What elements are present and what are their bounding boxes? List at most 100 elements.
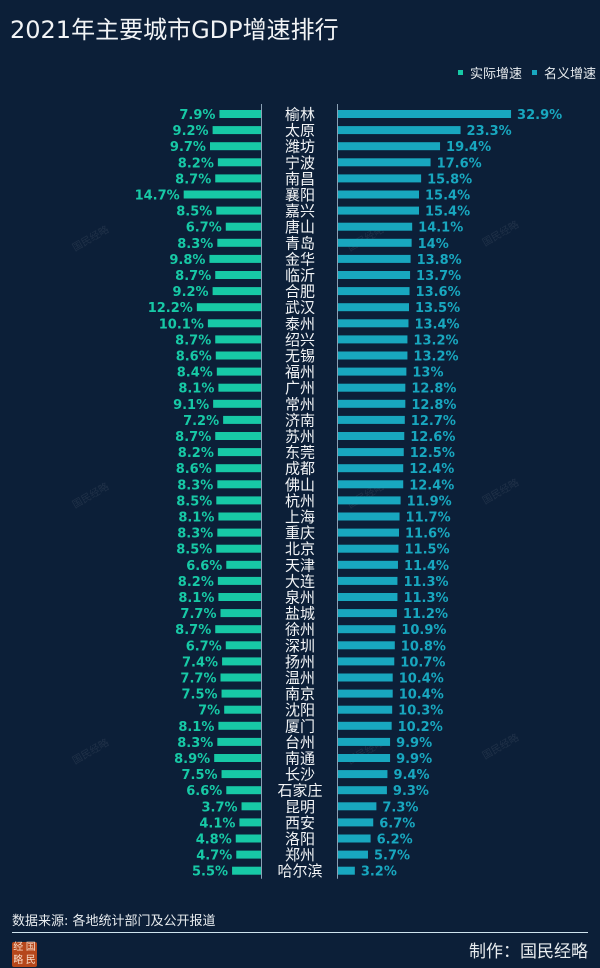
bar-real <box>215 335 261 344</box>
data-label-real: 8.7% <box>175 623 211 638</box>
bar-nominal <box>338 254 411 263</box>
data-label-nominal: 6.7% <box>379 816 415 831</box>
category-label: 东莞 <box>285 444 315 462</box>
bar-real <box>225 641 261 650</box>
bar-real <box>213 399 261 408</box>
bar-nominal <box>338 641 395 650</box>
bar-nominal <box>338 818 374 827</box>
data-label-real: 9.1% <box>173 398 209 413</box>
bar-real <box>217 528 261 537</box>
data-label-real: 7.9% <box>179 108 215 123</box>
bar-nominal <box>338 480 404 489</box>
bar-nominal <box>338 866 355 875</box>
bar-real <box>215 351 261 360</box>
data-label-nominal: 11.5% <box>404 543 449 558</box>
data-label-real: 8.2% <box>178 156 214 171</box>
data-label-real: 7% <box>198 704 220 719</box>
bar-real <box>221 689 261 698</box>
category-label: 重庆 <box>285 524 315 542</box>
legend-label-real: 实际增速 <box>469 67 522 82</box>
seal-char: 略 <box>13 954 24 966</box>
data-label-real: 8.7% <box>175 172 211 187</box>
data-label-real: 7.4% <box>182 655 218 670</box>
category-label: 盐城 <box>285 605 315 623</box>
category-label: 成都 <box>285 460 315 478</box>
bar-nominal <box>338 657 395 666</box>
bar-real <box>215 464 261 473</box>
bar-nominal <box>338 689 393 698</box>
bar-nominal <box>338 576 398 585</box>
bar-real <box>218 593 261 601</box>
data-label-nominal: 10.4% <box>399 672 444 687</box>
data-label-real: 8.2% <box>178 446 214 461</box>
bar-real <box>217 238 261 247</box>
data-label-real: 8.6% <box>176 350 212 365</box>
bar-real <box>223 415 261 424</box>
category-label: 南昌 <box>285 170 315 188</box>
data-label-nominal: 13% <box>412 366 443 381</box>
bar-nominal <box>338 528 400 537</box>
bar-nominal <box>338 625 396 634</box>
bar-nominal <box>338 415 405 424</box>
bar-nominal <box>338 238 412 247</box>
data-label-nominal: 13.7% <box>416 269 461 284</box>
data-label-nominal: 12.8% <box>411 398 456 413</box>
data-label-real: 4.1% <box>199 816 235 831</box>
category-label: 长沙 <box>285 766 315 784</box>
data-label-real: 8.2% <box>178 575 214 590</box>
data-label-nominal: 11.6% <box>405 527 450 542</box>
category-label: 临沂 <box>285 267 315 285</box>
data-label-real: 8.1% <box>178 720 214 735</box>
bar-real <box>212 126 261 135</box>
bar-real <box>218 383 261 392</box>
data-label-real: 8.3% <box>177 478 213 493</box>
data-label-nominal: 19.4% <box>446 140 491 155</box>
category-label: 厦门 <box>285 717 315 735</box>
data-label-nominal: 9.9% <box>396 736 432 751</box>
data-label-real: 8.3% <box>177 527 213 542</box>
data-label-nominal: 10.8% <box>401 639 446 654</box>
category-label: 温州 <box>285 669 315 687</box>
data-label-real: 8.5% <box>176 494 212 509</box>
bar-nominal <box>338 287 410 296</box>
chart-title: 2021年主要城市GDP增速排行 <box>10 16 339 44</box>
data-label-nominal: 13.6% <box>416 285 461 300</box>
bar-nominal <box>338 593 398 601</box>
data-label-nominal: 10.9% <box>401 623 446 638</box>
data-source: 数据来源: 各地统计部门及公开报道 <box>12 914 216 929</box>
category-label: 天津 <box>285 556 315 574</box>
bar-nominal <box>338 544 399 553</box>
bar-real <box>216 544 261 553</box>
data-label-real: 7.5% <box>181 768 217 783</box>
bar-nominal <box>338 432 405 440</box>
bar-nominal <box>338 158 431 167</box>
data-label-nominal: 11.4% <box>404 559 449 574</box>
data-label-nominal: 13.2% <box>413 333 458 348</box>
category-label: 洛阳 <box>285 830 315 848</box>
bar-real <box>217 480 261 489</box>
category-label: 无锡 <box>285 347 315 365</box>
bar-real <box>215 625 261 634</box>
bar-nominal <box>338 351 408 360</box>
category-label: 合肥 <box>285 283 315 301</box>
bar-real <box>226 786 261 795</box>
bar-real <box>216 367 261 376</box>
bar-nominal <box>338 206 420 215</box>
bar-real <box>220 609 261 618</box>
bar-nominal <box>338 110 512 118</box>
bar-nominal <box>338 705 393 714</box>
category-label: 大连 <box>285 572 315 590</box>
data-label-real: 7.7% <box>180 672 216 687</box>
data-label-nominal: 23.3% <box>467 124 512 139</box>
bar-real <box>212 287 261 296</box>
bar-nominal <box>338 448 404 457</box>
bar-nominal <box>338 464 404 473</box>
maker-credit: 制作：国民经略 <box>469 942 588 962</box>
category-label: 潍坊 <box>285 138 315 156</box>
category-label: 郑州 <box>285 846 315 864</box>
category-label: 广州 <box>285 379 315 397</box>
category-label: 唐山 <box>285 218 315 236</box>
bar-nominal <box>338 399 406 408</box>
data-label-real: 4.7% <box>196 849 232 864</box>
